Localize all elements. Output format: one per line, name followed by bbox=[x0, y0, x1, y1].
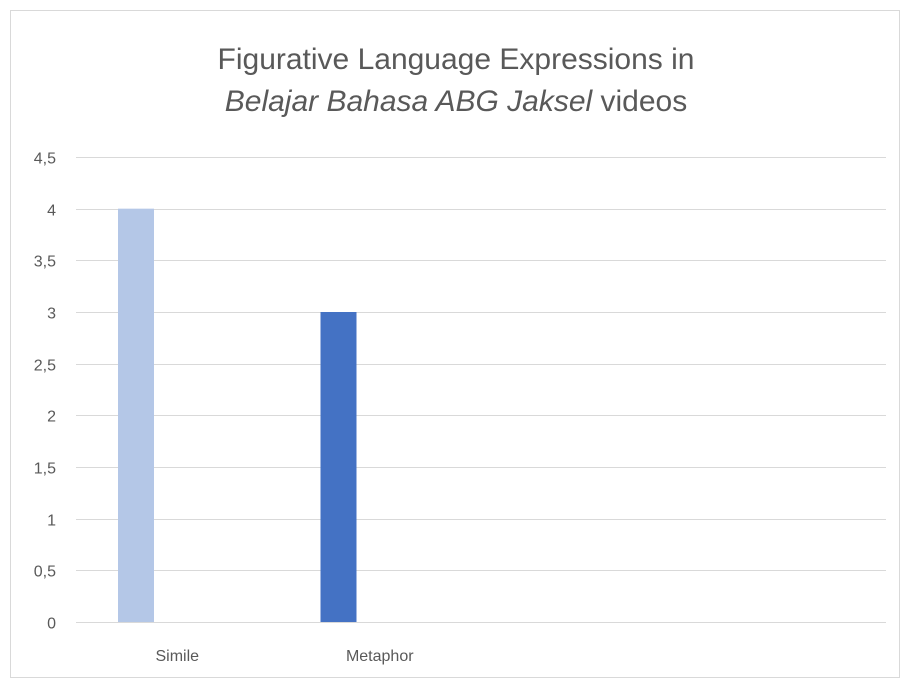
y-tick-label: 3,5 bbox=[34, 254, 56, 271]
chart-title-line-2: Belajar Bahasa ABG Jaksel videos bbox=[11, 81, 901, 123]
y-tick-label: 3 bbox=[47, 306, 56, 323]
chart-title: Figurative Language Expressions in Belaj… bbox=[11, 39, 901, 123]
gridlines bbox=[76, 157, 886, 623]
y-tick-label: 4 bbox=[47, 203, 56, 220]
y-tick-labels: 0 0,5 1 1,5 2 2,5 3 3,5 4 4,5 bbox=[34, 151, 56, 633]
y-tick-label: 0,5 bbox=[34, 564, 56, 581]
y-tick-label: 0 bbox=[47, 616, 56, 633]
chart-title-line-1: Figurative Language Expressions in bbox=[217, 43, 695, 76]
x-category-label-simile: Simile bbox=[155, 648, 199, 665]
chart-title-italic-part: Belajar Bahasa ABG Jaksel bbox=[224, 85, 593, 118]
bar-chart-plot: 0 0,5 1 1,5 2 2,5 3 3,5 4 4,5 Simile Metaphor bbox=[34, 151, 886, 665]
bar-simile bbox=[118, 208, 154, 622]
bar-metaphor bbox=[320, 312, 357, 622]
bars bbox=[118, 208, 357, 622]
chart-frame: Figurative Language Expressions in Belaj… bbox=[10, 10, 900, 678]
y-tick-label: 2,5 bbox=[34, 358, 56, 375]
chart-title-rest-part: videos bbox=[592, 85, 688, 118]
y-tick-label: 2 bbox=[47, 409, 56, 426]
x-category-label-metaphor: Metaphor bbox=[346, 648, 414, 665]
y-tick-label: 1,5 bbox=[34, 461, 56, 478]
y-tick-label: 1 bbox=[47, 513, 56, 530]
y-tick-label: 4,5 bbox=[34, 151, 56, 168]
x-category-labels: Simile Metaphor bbox=[155, 648, 414, 665]
